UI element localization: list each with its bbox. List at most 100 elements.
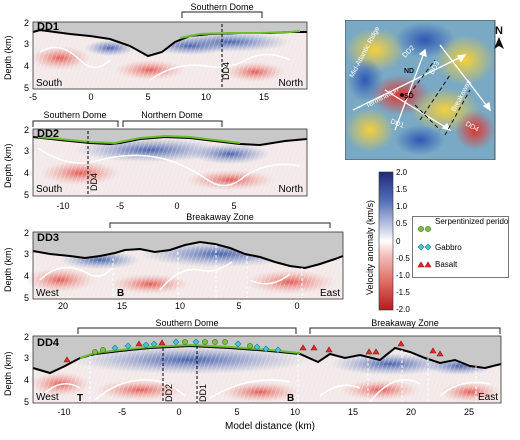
svg-text:-10: -10 xyxy=(57,407,70,417)
svg-text:2.0: 2.0 xyxy=(396,168,408,177)
y-ticks: 2 3 4 5 xyxy=(24,228,29,303)
svg-text:3: 3 xyxy=(24,249,29,259)
svg-text:3: 3 xyxy=(24,353,29,363)
survey-lines xyxy=(352,44,491,132)
svg-text:4: 4 xyxy=(24,271,29,281)
svg-text:4: 4 xyxy=(24,168,29,178)
bracket-northern-dome xyxy=(122,120,223,127)
right-direction: East xyxy=(478,392,498,403)
y-axis-label: Depth (km) xyxy=(3,247,13,292)
svg-text:-1.0: -1.0 xyxy=(396,271,410,280)
svg-text:5: 5 xyxy=(231,201,236,211)
gabbro-markers xyxy=(111,338,282,354)
bracket-label: Northern Dome xyxy=(141,110,203,120)
svg-text:Basalt: Basalt xyxy=(435,260,458,269)
left-direction: South xyxy=(36,184,62,195)
svg-text:5: 5 xyxy=(145,92,150,102)
y-axis-label: Depth (km) xyxy=(3,35,13,80)
svg-text:2: 2 xyxy=(24,228,29,238)
cross-label-dd2: DD2 xyxy=(164,384,174,402)
svg-text:4: 4 xyxy=(24,61,29,71)
map-label-dd1: DD1 xyxy=(389,118,405,129)
svg-text:0: 0 xyxy=(294,301,299,311)
cross-label-b: B xyxy=(287,393,294,404)
left-direction: West xyxy=(36,392,59,403)
svg-text:0.5: 0.5 xyxy=(396,219,408,228)
svg-text:0: 0 xyxy=(396,237,401,246)
svg-text:5: 5 xyxy=(236,301,241,311)
map-label-nd: ND xyxy=(404,68,414,75)
svg-text:2: 2 xyxy=(24,125,29,135)
bracket-label: Breakaway Zone xyxy=(186,212,254,222)
bracket-breakaway-zone xyxy=(309,327,501,334)
map-label-sd: SD xyxy=(404,93,414,100)
y-ticks: 2 3 4 5 xyxy=(24,125,29,200)
dd3-image: B DD3 West East xyxy=(25,231,344,300)
left-direction: West xyxy=(36,288,59,299)
svg-text:5: 5 xyxy=(24,190,29,200)
x-ticks: -10 -5 0 5 xyxy=(56,201,236,211)
panel-dd2: Southern Dome Northern Dome DD4 DD2 Sout… xyxy=(0,108,320,218)
svg-text:15: 15 xyxy=(259,92,269,102)
panel-title: DD3 xyxy=(37,232,59,244)
svg-text:25: 25 xyxy=(464,407,474,417)
y-axis-label: Depth (km) xyxy=(3,351,13,396)
bracket-label: Breakaway Zone xyxy=(371,318,439,328)
svg-text:2: 2 xyxy=(24,332,29,342)
svg-text:Gabbro: Gabbro xyxy=(435,243,462,252)
svg-text:10: 10 xyxy=(175,301,185,311)
svg-text:2: 2 xyxy=(24,18,29,28)
fault-lines xyxy=(404,59,471,136)
cross-label-dd4: DD4 xyxy=(221,62,231,80)
svg-text:-2.0: -2.0 xyxy=(396,305,410,314)
svg-text:4: 4 xyxy=(24,375,29,385)
bracket-label: Southern Dome xyxy=(190,2,253,12)
x-ticks: -10 -5 0 5 10 15 20 25 xyxy=(57,407,474,417)
bracket-label: Southern Dome xyxy=(155,318,218,328)
basalt-markers xyxy=(63,339,444,363)
dd2-image: DD4 DD2 South North xyxy=(32,128,308,197)
right-direction: North xyxy=(279,184,303,195)
colorbar-ticks: 2.0 1.5 1.0 0.5 0 -0.5 -1.0 -1.5 -2.0 xyxy=(396,168,410,314)
svg-text:20: 20 xyxy=(58,301,68,311)
x-ticks: -5 0 5 10 15 xyxy=(29,92,269,102)
bracket-breakaway-zone xyxy=(109,222,331,228)
panel-title: DD4 xyxy=(37,337,60,349)
bracket-southern-dome xyxy=(181,11,263,18)
colorbar: 2.0 1.5 1.0 0.5 0 -0.5 -1.0 -1.5 -2.0 Ve… xyxy=(360,165,420,317)
svg-text:Serpentinized peridotite: Serpentinized peridotite xyxy=(435,217,508,226)
cross-label-b: B xyxy=(117,288,124,299)
svg-text:0: 0 xyxy=(174,201,179,211)
svg-text:0: 0 xyxy=(88,92,93,102)
svg-text:20: 20 xyxy=(406,407,416,417)
svg-text:15: 15 xyxy=(117,301,127,311)
bracket-southern-dome xyxy=(77,327,297,334)
svg-text:15: 15 xyxy=(348,407,358,417)
panel-dd4: Southern Dome Breakaway Zone T xyxy=(0,318,520,435)
svg-text:-1.5: -1.5 xyxy=(396,288,410,297)
x-ticks: 20 15 10 5 0 xyxy=(58,301,300,311)
location-map: Mid-Atlantic Ridge DD2 DD3 DD1 DD4 Termi… xyxy=(344,19,505,161)
panel-title: DD1 xyxy=(37,21,59,33)
bracket-southern-dome xyxy=(32,120,119,127)
svg-text:-10: -10 xyxy=(56,201,69,211)
svg-text:5: 5 xyxy=(234,407,239,417)
serpentinite-markers xyxy=(92,339,253,355)
svg-text:10: 10 xyxy=(290,407,300,417)
right-direction: North xyxy=(279,78,303,89)
legend-item-serpentinite: Serpentinized peridotite xyxy=(418,217,520,232)
svg-text:10: 10 xyxy=(201,92,211,102)
svg-text:3: 3 xyxy=(24,146,29,156)
panel-dd1: Southern Dome DD4 DD1 South North 2 xyxy=(0,0,320,115)
legend: Serpentinized peridotite Gabbro Basalt xyxy=(412,216,520,278)
svg-text:-5: -5 xyxy=(116,201,124,211)
bracket-label: Southern Dome xyxy=(43,110,106,120)
y-ticks: 2 3 4 5 xyxy=(24,18,29,93)
legend-item-basalt: Basalt xyxy=(417,260,458,269)
dd4-image: T DD2 DD1 B DD4 West East xyxy=(30,335,502,404)
svg-text:5: 5 xyxy=(24,83,29,93)
right-direction: East xyxy=(320,288,340,299)
panel-dd3: Breakaway Zone B DD3 West East 2 3 xyxy=(0,212,350,312)
svg-text:3: 3 xyxy=(24,39,29,49)
y-ticks: 2 3 4 5 xyxy=(24,332,29,407)
